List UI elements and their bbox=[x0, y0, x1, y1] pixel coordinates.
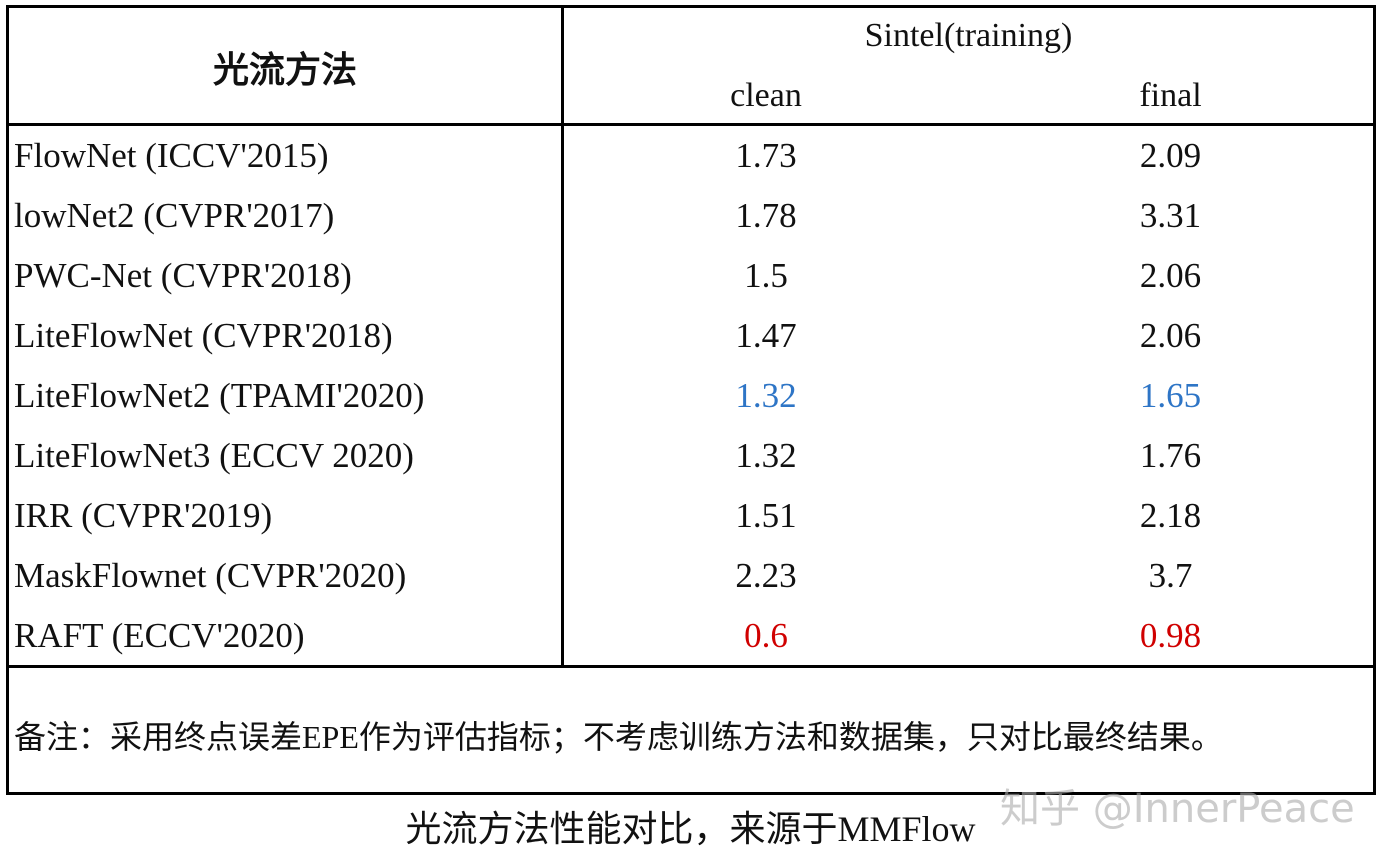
column-header: final bbox=[1139, 77, 1202, 114]
method-cell: IRR (CVPR'2019) bbox=[14, 496, 273, 535]
method-cell: PWC-Net (CVPR'2018) bbox=[14, 256, 352, 295]
column-divider bbox=[561, 5, 564, 667]
border bbox=[6, 5, 1376, 8]
method-cell: lowNet2 (CVPR'2017) bbox=[14, 196, 335, 235]
method-cell: LiteFlowNet (CVPR'2018) bbox=[14, 316, 393, 355]
clean-cell: 1.78 bbox=[735, 196, 797, 235]
method-cell: LiteFlowNet3 (ECCV 2020) bbox=[14, 436, 414, 475]
clean-cell: 1.32 bbox=[735, 376, 797, 415]
final-cell: 2.06 bbox=[1139, 256, 1202, 295]
clean-cell: 1.51 bbox=[735, 496, 797, 535]
table-rule bbox=[6, 665, 1376, 668]
border bbox=[6, 792, 1376, 795]
final-cell: 3.7 bbox=[1148, 556, 1193, 595]
method-cell: RAFT (ECCV'2020) bbox=[14, 616, 305, 655]
final-cell: 1.65 bbox=[1139, 376, 1202, 415]
method-cell: MaskFlownet (CVPR'2020) bbox=[14, 556, 407, 595]
final-cell: 2.06 bbox=[1139, 316, 1202, 355]
caption: 光流方法性能对比，来源于MMFlow bbox=[405, 809, 976, 849]
clean-cell: 1.32 bbox=[735, 436, 797, 475]
border bbox=[1373, 5, 1376, 795]
group-header: Sintel(training) bbox=[864, 17, 1073, 54]
clean-cell: 1.73 bbox=[735, 136, 797, 175]
note: 备注：采用终点误差EPE作为评估指标；不考虑训练方法和数据集，只对比最终结果。 bbox=[14, 719, 1223, 755]
method-cell: FlowNet (ICCV'2015) bbox=[14, 136, 329, 175]
final-cell: 1.76 bbox=[1139, 436, 1202, 475]
column-header: clean bbox=[730, 77, 802, 114]
header-rule bbox=[6, 123, 1376, 126]
clean-cell: 2.23 bbox=[735, 556, 797, 595]
final-cell: 3.31 bbox=[1139, 196, 1202, 235]
final-cell: 2.09 bbox=[1139, 136, 1202, 175]
clean-cell: 1.47 bbox=[735, 316, 797, 355]
watermark: 知乎 @InnerPeace bbox=[1000, 786, 1355, 832]
border bbox=[6, 5, 9, 795]
method-cell: LiteFlowNet2 (TPAMI'2020) bbox=[14, 376, 425, 415]
final-cell: 2.18 bbox=[1139, 496, 1202, 535]
clean-cell: 0.6 bbox=[744, 616, 788, 655]
clean-cell: 1.5 bbox=[744, 256, 788, 295]
method-header: 光流方法 bbox=[212, 50, 357, 90]
final-cell: 0.98 bbox=[1139, 616, 1202, 655]
